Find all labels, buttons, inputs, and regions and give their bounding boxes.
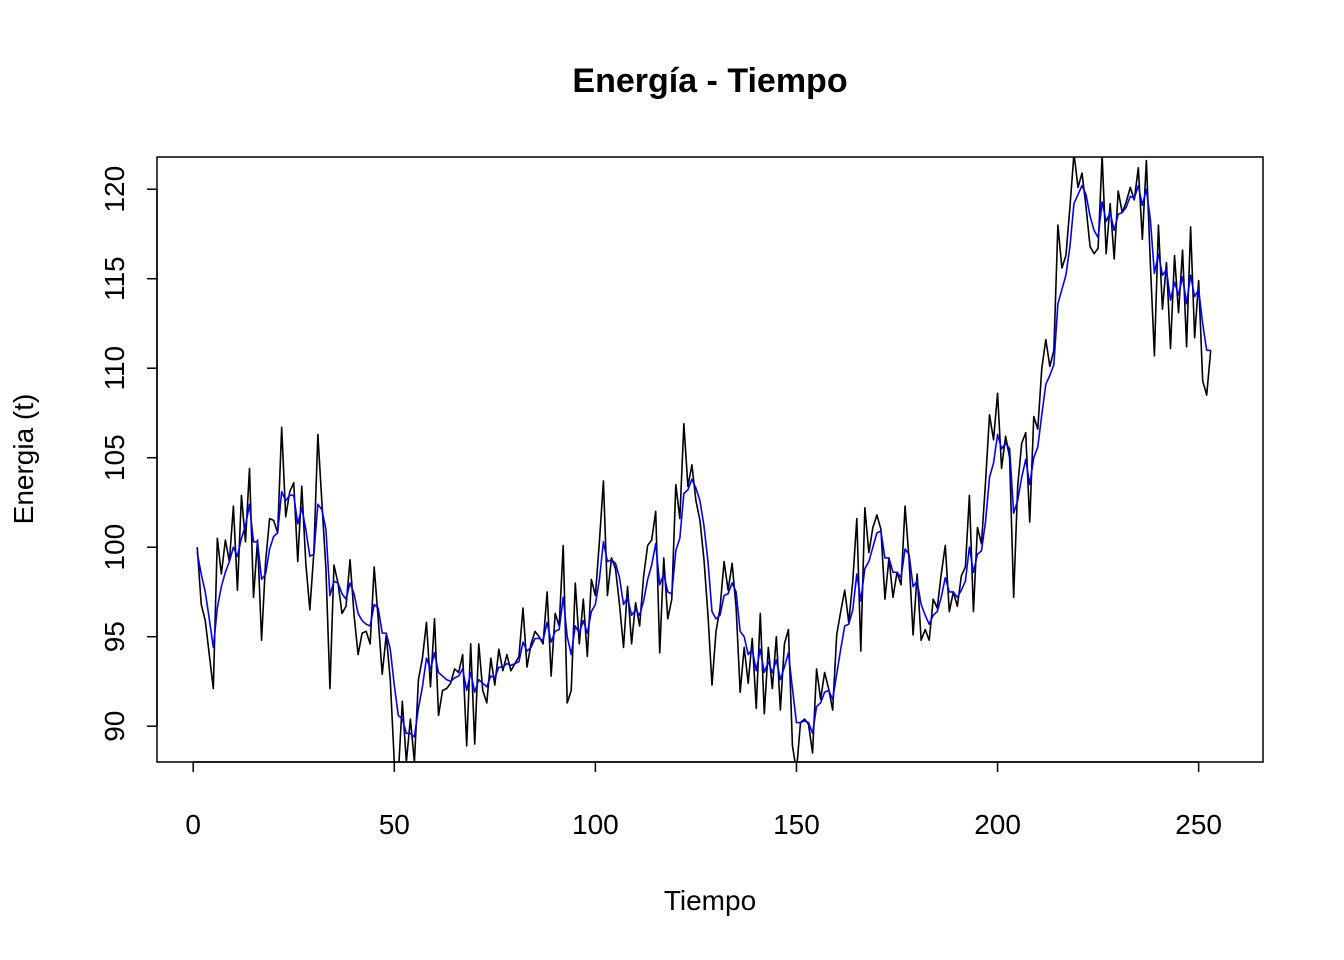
x-tick-label: 200 bbox=[974, 809, 1021, 840]
x-axis: 0 50 100 150 200 250 bbox=[185, 761, 1222, 840]
chart-title: Energía - Tiempo bbox=[572, 62, 847, 100]
x-tick-label: 150 bbox=[773, 809, 820, 840]
y-axis-label: Energia (t) bbox=[8, 394, 39, 525]
y-tick-label: 105 bbox=[99, 434, 130, 481]
series-line-1 bbox=[196, 157, 1212, 762]
x-tick-label: 100 bbox=[572, 809, 619, 840]
y-axis: 90 95 100 105 110 115 120 bbox=[99, 166, 158, 742]
x-tick-label: 0 bbox=[185, 809, 201, 840]
series-layer bbox=[196, 157, 1212, 762]
y-tick-label: 115 bbox=[99, 256, 130, 301]
y-tick-label: 120 bbox=[99, 166, 130, 213]
plot-frame bbox=[156, 156, 1264, 763]
y-tick-label: 100 bbox=[99, 524, 130, 571]
series-line-2 bbox=[196, 184, 1211, 738]
x-tick-label: 50 bbox=[379, 809, 410, 840]
y-tick-label: 110 bbox=[99, 346, 130, 391]
x-tick-label: 250 bbox=[1175, 809, 1222, 840]
x-axis-label: Tiempo bbox=[664, 885, 756, 916]
y-tick-label: 90 bbox=[99, 711, 130, 742]
y-tick-label: 95 bbox=[99, 621, 130, 652]
